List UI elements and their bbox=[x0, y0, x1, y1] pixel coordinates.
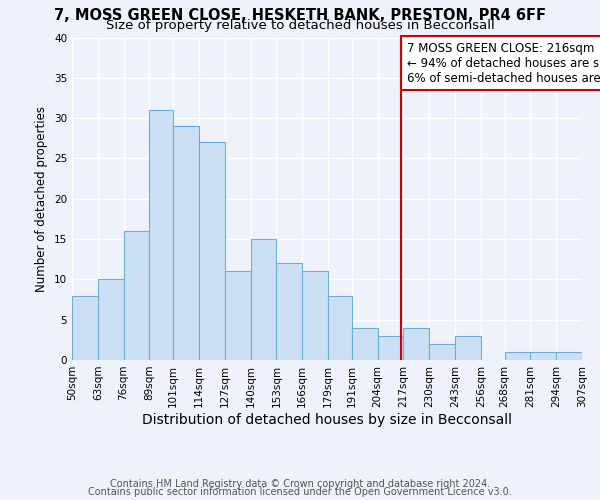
Bar bbox=[98, 280, 124, 360]
X-axis label: Distribution of detached houses by size in Becconsall: Distribution of detached houses by size … bbox=[142, 412, 512, 426]
Bar bbox=[277, 263, 302, 360]
Bar bbox=[225, 272, 251, 360]
Text: 7, MOSS GREEN CLOSE, HESKETH BANK, PRESTON, PR4 6FF: 7, MOSS GREEN CLOSE, HESKETH BANK, PREST… bbox=[54, 8, 546, 22]
Bar bbox=[455, 336, 481, 360]
Text: Size of property relative to detached houses in Becconsall: Size of property relative to detached ho… bbox=[106, 19, 494, 32]
Bar bbox=[328, 296, 352, 360]
Bar bbox=[72, 296, 98, 360]
Bar bbox=[505, 352, 530, 360]
Bar bbox=[302, 272, 328, 360]
Bar bbox=[352, 328, 377, 360]
Bar bbox=[124, 231, 149, 360]
Bar bbox=[429, 344, 455, 360]
Y-axis label: Number of detached properties: Number of detached properties bbox=[35, 106, 49, 292]
Bar bbox=[251, 239, 277, 360]
Text: Contains HM Land Registry data © Crown copyright and database right 2024.: Contains HM Land Registry data © Crown c… bbox=[110, 479, 490, 489]
Text: 7 MOSS GREEN CLOSE: 216sqm
← 94% of detached houses are smaller (184)
6% of semi: 7 MOSS GREEN CLOSE: 216sqm ← 94% of deta… bbox=[407, 42, 600, 84]
Bar bbox=[530, 352, 556, 360]
Bar bbox=[199, 142, 225, 360]
Bar bbox=[556, 352, 582, 360]
Bar bbox=[149, 110, 173, 360]
Bar bbox=[377, 336, 403, 360]
Text: Contains public sector information licensed under the Open Government Licence v3: Contains public sector information licen… bbox=[88, 487, 512, 497]
Bar bbox=[403, 328, 429, 360]
Bar bbox=[173, 126, 199, 360]
